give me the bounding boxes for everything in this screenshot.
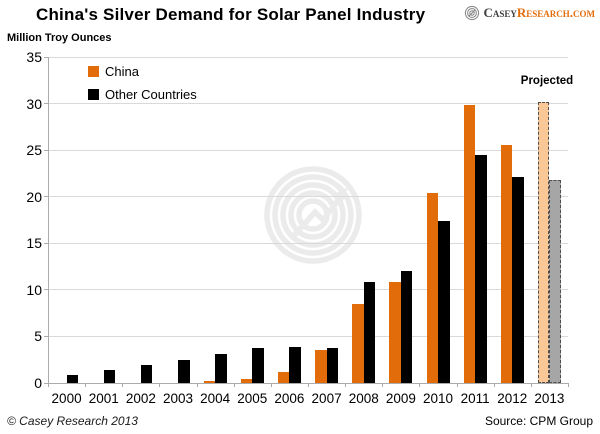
source-text: Source: CPM Group [484,414,593,428]
y-axis-title: Million Troy Ounces [7,32,112,44]
chart-title: China's Silver Demand for Solar Panel In… [36,5,426,24]
bar-other-countries-2013 [549,179,561,383]
gridline-y-35 [48,56,568,58]
bar-other-countries-2011 [475,154,487,383]
y-tick-label-0: 0 [34,375,42,391]
spiral-logo-icon [465,5,480,21]
x-tick-label-2003: 2003 [162,391,194,406]
y-tick-label-5: 5 [34,328,42,345]
y-tick-0 [44,382,48,384]
gridline-y-20 [48,196,568,198]
x-tick-1 [85,383,87,387]
bar-other-countries-2009 [400,271,413,383]
y-tick-label-15: 15 [26,235,42,252]
bar-other-countries-2003 [178,359,190,383]
gridline-y-15 [48,242,568,244]
legend-label-china: China [105,64,139,79]
bar-china-2010 [426,192,438,383]
x-tick-6 [270,383,272,387]
y-tick-20 [44,196,48,198]
x-tick-label-2013: 2013 [534,391,565,406]
bar-china-2012 [500,145,513,383]
y-tick-30 [44,103,48,105]
x-tick-label-2005: 2005 [237,391,268,406]
bar-other-countries-2006 [289,346,301,383]
gridline-y-5 [48,335,568,337]
legend-swatch-other-countries [88,89,99,100]
x-tick-10 [419,383,421,387]
gridline-y-30 [48,103,568,105]
x-tick-label-2012: 2012 [497,391,528,406]
x-tick-label-2006: 2006 [274,391,305,406]
bar-other-countries-2000 [66,374,79,383]
bar-china-2008 [352,303,364,383]
bar-china-2009 [389,282,401,383]
x-tick-3 [159,383,161,387]
gridline-y-10 [48,289,568,291]
bar-other-countries-2005 [252,347,264,383]
bar-other-countries-2007 [326,347,339,383]
legend: China Other Countries [88,64,197,110]
legend-item-china: China [88,64,197,79]
y-tick-label-30: 30 [26,95,42,112]
x-tick-4 [196,383,198,387]
y-tick-10 [44,289,48,291]
bar-china-2007 [315,350,327,383]
x-tick-label-2010: 2010 [422,391,454,406]
brand-logo: CaseyResearch.com [464,5,595,21]
bar-china-2006 [277,371,290,383]
x-tick-14 [568,383,569,387]
bar-other-countries-2012 [512,177,524,383]
projected-annotation: Projected [520,75,574,87]
x-tick-label-2000: 2000 [51,391,82,406]
bar-other-countries-2001 [103,369,116,383]
x-tick-12 [493,383,495,387]
x-tick-label-2007: 2007 [311,391,342,406]
x-tick-13 [530,383,532,387]
y-axis-line [48,57,49,383]
x-tick-label-2001: 2001 [88,391,119,406]
bar-other-countries-2002 [140,365,153,383]
y-tick-35 [44,56,48,58]
copyright-text: © Casey Research 2013 [7,414,138,428]
y-tick-label-25: 25 [26,142,42,159]
brand-name-casey: Casey [483,5,517,20]
bar-china-2005 [240,379,253,383]
x-tick-label-2009: 2009 [385,391,416,406]
bar-china-2004 [203,381,216,383]
legend-item-other-countries: Other Countries [88,87,197,102]
y-tick-label-10: 10 [26,281,42,298]
x-tick-label-2008: 2008 [348,391,379,406]
x-tick-label-2002: 2002 [125,391,156,406]
x-tick-label-2011: 2011 [460,391,490,406]
brand-name-research: Research.com [516,5,595,20]
x-tick-label-2004: 2004 [200,391,231,406]
x-tick-8 [345,383,347,387]
x-tick-2 [122,383,124,387]
bar-other-countries-2004 [215,354,227,383]
legend-label-other-countries: Other Countries [105,87,197,102]
x-tick-9 [382,383,384,387]
gridline-y-25 [48,149,568,151]
x-tick-0 [48,383,49,387]
y-tick-15 [44,242,48,244]
x-tick-7 [308,383,309,387]
bar-other-countries-2008 [363,282,376,383]
x-tick-11 [456,383,458,387]
bar-china-2013 [537,101,550,383]
y-tick-label-35: 35 [26,49,42,65]
bar-china-2011 [463,105,476,383]
y-tick-25 [44,149,48,151]
x-tick-5 [233,383,235,387]
y-tick-5 [44,335,48,337]
legend-swatch-china [88,66,99,77]
y-tick-label-20: 20 [26,188,42,205]
bar-other-countries-2010 [438,220,450,383]
